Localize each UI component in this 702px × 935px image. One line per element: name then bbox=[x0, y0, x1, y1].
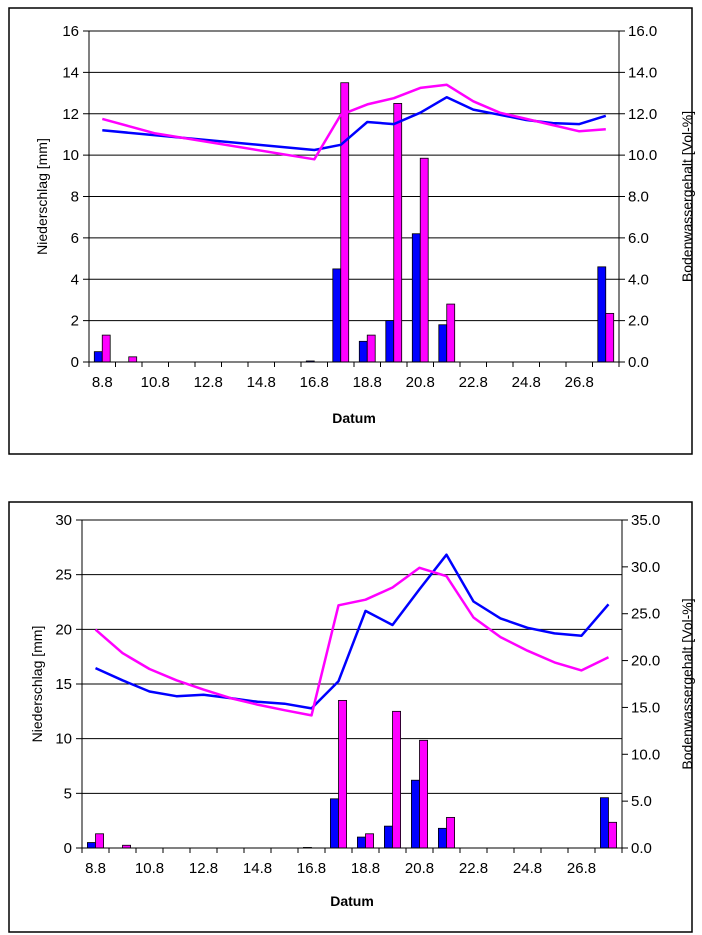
y2-tick-label: 16.0 bbox=[628, 23, 657, 40]
bar bbox=[95, 833, 105, 849]
x-tick-label: 26.8 bbox=[567, 860, 596, 877]
x-tick-label: 8.8 bbox=[92, 374, 113, 391]
x-tick-label: 16.8 bbox=[300, 374, 329, 391]
series-line bbox=[102, 95, 607, 152]
y2-tick-label: 0.0 bbox=[631, 840, 652, 857]
y2-tick-label: 30.0 bbox=[631, 559, 660, 576]
x-tick-label: 8.8 bbox=[85, 860, 106, 877]
x-tick-label: 18.8 bbox=[351, 860, 380, 877]
bar bbox=[438, 324, 448, 363]
bar bbox=[101, 334, 111, 363]
y2-tick-label: 14.0 bbox=[628, 64, 657, 81]
bar bbox=[385, 320, 395, 363]
chart-border bbox=[8, 7, 693, 455]
y-tick-label: 4 bbox=[71, 271, 79, 288]
y2-tick-label: 8.0 bbox=[628, 189, 649, 206]
chart-panel-bottom: 0 5 10 15 20 25 30 0.0 5.0 10.0 15.0 20.0 25.0 30.0 35… bbox=[0, 498, 702, 935]
y-tick-label: 15 bbox=[55, 676, 72, 693]
y2-tick-label: 15.0 bbox=[631, 699, 660, 716]
bar bbox=[93, 351, 103, 363]
bar bbox=[410, 779, 420, 849]
bar bbox=[446, 816, 456, 849]
y-axis-title: Niederschlag [mm] bbox=[29, 626, 45, 743]
x-tick-label: 24.8 bbox=[513, 860, 542, 877]
y-tick-label: 14 bbox=[62, 64, 79, 81]
bar bbox=[437, 827, 447, 849]
bar bbox=[419, 739, 429, 849]
x-axis-title: Datum bbox=[332, 410, 376, 426]
y2-tick-label: 10.0 bbox=[628, 147, 657, 164]
y2-tick-label: 10.0 bbox=[631, 746, 660, 763]
y-tick-label: 2 bbox=[71, 313, 79, 330]
y-tick-label: 30 bbox=[55, 512, 72, 529]
bar bbox=[365, 833, 375, 849]
y-tick-label: 8 bbox=[71, 189, 79, 206]
bar bbox=[87, 842, 96, 849]
y2-tick-label: 0.0 bbox=[628, 354, 649, 371]
bar bbox=[338, 699, 348, 849]
x-tick-label: 12.8 bbox=[189, 860, 218, 877]
bar bbox=[597, 266, 607, 363]
x-tick-label: 22.8 bbox=[459, 860, 488, 877]
bar bbox=[608, 821, 618, 849]
y-tick-label: 10 bbox=[55, 731, 72, 748]
bar bbox=[411, 233, 421, 363]
x-tick-label: 12.8 bbox=[194, 374, 223, 391]
bar bbox=[329, 798, 339, 849]
bar bbox=[366, 334, 376, 363]
x-tick-label: 20.8 bbox=[406, 374, 435, 391]
y-tick-label: 25 bbox=[55, 567, 72, 584]
chart-top-svg: 0 2 4 6 8 10 12 14 16 0.0 2.0 4.0 6.0 8.0 10.0 12.0 14.0… bbox=[8, 7, 695, 455]
x-tick-label: 14.8 bbox=[243, 860, 272, 877]
x-tick-label: 10.8 bbox=[141, 374, 170, 391]
series-line bbox=[101, 83, 606, 161]
x-tick-label: 14.8 bbox=[247, 374, 276, 391]
y-tick-label: 6 bbox=[71, 230, 79, 247]
y-tick-label: 10 bbox=[62, 147, 79, 164]
y-tick-label: 0 bbox=[64, 840, 72, 857]
bar bbox=[356, 836, 366, 849]
x-tick-label: 16.8 bbox=[297, 860, 326, 877]
x-tick-label: 22.8 bbox=[459, 374, 488, 391]
x-tick-label: 24.8 bbox=[512, 374, 541, 391]
bar bbox=[332, 268, 342, 363]
y2-tick-label: 12.0 bbox=[628, 106, 657, 123]
bar bbox=[446, 303, 456, 363]
series-line bbox=[94, 566, 610, 717]
bar bbox=[358, 340, 368, 363]
y-tick-label: 5 bbox=[64, 785, 72, 802]
x-tick-label: 20.8 bbox=[405, 860, 434, 877]
bar bbox=[383, 825, 393, 849]
y2-tick-label: 2.0 bbox=[628, 313, 649, 330]
y2-axis-title: Bodenwassergehalt [Vol-%] bbox=[679, 598, 695, 769]
bar bbox=[605, 312, 615, 363]
y2-tick-label: 4.0 bbox=[628, 271, 649, 288]
y2-tick-label: 35.0 bbox=[631, 512, 660, 529]
chart-bottom-svg: 0 5 10 15 20 25 30 0.0 5.0 10.0 15.0 20.0 25.0 30.0 35… bbox=[8, 501, 695, 933]
bar bbox=[393, 103, 403, 363]
bar bbox=[392, 710, 402, 849]
y2-tick-label: 6.0 bbox=[628, 230, 649, 247]
y-axis-title: Niederschlag [mm] bbox=[34, 138, 50, 255]
y-tick-label: 0 bbox=[71, 354, 79, 371]
x-axis-title: Datum bbox=[330, 893, 374, 909]
y-tick-label: 20 bbox=[55, 621, 72, 638]
series-line bbox=[94, 553, 610, 710]
bar bbox=[128, 356, 138, 363]
x-tick-label: 10.8 bbox=[135, 860, 164, 877]
y2-tick-label: 25.0 bbox=[631, 606, 660, 623]
y2-tick-label: 20.0 bbox=[631, 653, 660, 670]
x-tick-label: 18.8 bbox=[353, 374, 382, 391]
y2-tick-label: 5.0 bbox=[631, 793, 652, 810]
y-tick-label: 16 bbox=[62, 23, 79, 40]
y2-axis-title: Bodenwassergehalt [Vol-%] bbox=[679, 111, 695, 282]
chart-panel-top: 0 2 4 6 8 10 12 14 16 0.0 2.0 4.0 6.0 8.0 10.0 12.0 14.0… bbox=[0, 0, 702, 458]
x-tick-label: 26.8 bbox=[565, 374, 594, 391]
bar bbox=[340, 82, 350, 363]
y-tick-label: 12 bbox=[62, 106, 79, 123]
bar bbox=[419, 157, 429, 363]
bar bbox=[600, 797, 609, 849]
chart-border bbox=[8, 501, 693, 933]
